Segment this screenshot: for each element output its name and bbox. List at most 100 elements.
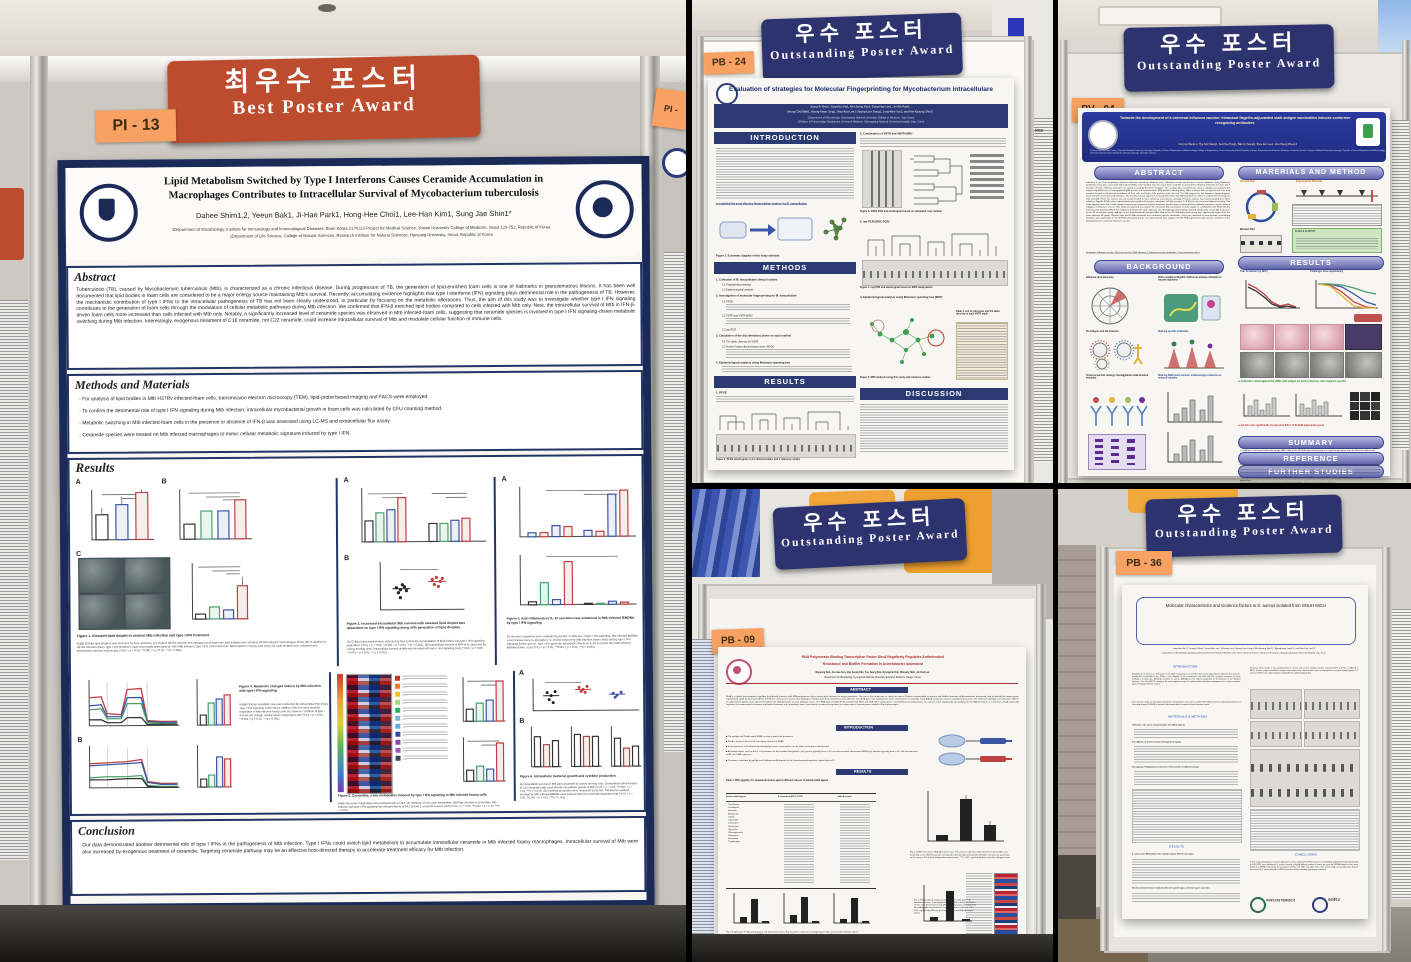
pb24-method-2: 2. Investigation of molecular fingerprin…: [716, 294, 797, 298]
pb24-affil-1: 1Department of Microbiology, Gyeongsang …: [807, 116, 915, 119]
pb09-heatmap-gene-labels: [966, 873, 992, 937]
fig1A-bar-chart: [91, 489, 155, 541]
pb24-fig3-dendrogram: [910, 154, 1004, 205]
fig2-caption: Figure 2. Increased intracellular Mtb su…: [346, 621, 466, 630]
logo-glyph: [1363, 124, 1373, 138]
results-divider-2: [493, 477, 497, 666]
frame-pole-left: [1060, 40, 1068, 483]
pv04-results-header: RESULTS: [1238, 256, 1384, 270]
award-sign-korean: 우수 포스터: [1159, 29, 1298, 58]
pb36-conclusion-heading: CONCLUSION: [1295, 853, 1317, 857]
pb09-introduction-label: INTRODUCTION: [844, 725, 874, 730]
abstract-body: Tuberculosis (TB), caused by Mycobacteri…: [76, 283, 636, 325]
pb24-method-text-2: [726, 318, 850, 326]
heatmap-legend: [394, 675, 448, 791]
pb36-results-lead: S. aureus from MICU patient has multiple…: [1132, 853, 1195, 856]
poster-code-label: PB - 09: [720, 634, 756, 647]
pv04-elisa-label: ELISA & ELISPOT: [1295, 230, 1316, 233]
pb24-discussion-header: DISCUSSION: [860, 388, 1008, 400]
pb09-title-1: RNA Polymerase-Binding Transcription Fac…: [801, 655, 945, 660]
pv04-schedule-timeline: [1296, 190, 1378, 202]
fig2B-scatter-chart: [379, 561, 465, 611]
pb36-mm-text-3: [1134, 771, 1238, 785]
pb24-vntr-gel: [862, 150, 902, 208]
gel-lane-3: [1127, 439, 1135, 465]
bottom-right-photo-pb36: 우수 포스터 Outstanding Poster Award PB - 36 …: [1058, 489, 1411, 962]
tem-image-control: [78, 557, 125, 594]
results-section: Results A B: [67, 453, 646, 817]
pv04-title-banner: Towards the development of a universal i…: [1082, 112, 1386, 162]
pv04-mm-header: MARERIALS AND METHOD: [1238, 166, 1384, 180]
pv04-em-2: [1275, 352, 1309, 378]
neighbor-poster-fragment-left: [692, 639, 714, 939]
pb09-abstract-bar: ABSTRACT: [836, 687, 908, 693]
abstract-heading: Abstract: [74, 269, 116, 284]
pv04-further-label: FURTHER STUDIES: [1268, 467, 1353, 476]
pb09-table1-caption: Table 1. MICs (μg/ml) of A. baumannii st…: [726, 779, 829, 782]
neighbor-poster-text-fragment: [664, 252, 684, 752]
methods-item-2: - To confirm the detrimental role of typ…: [79, 405, 443, 414]
pb09-affil: Department of Microbiology, Kyungpook Na…: [824, 676, 921, 679]
pv04-abstract-body: Influenza is an acute respiratory infect…: [1086, 181, 1231, 222]
pb24-fig4-caption: Figure 4. rep-PCR and dendrogram based o…: [860, 286, 933, 289]
pb24-method-2-1: 2.1 PFGE: [722, 300, 733, 303]
pb36-mm-text-2: [1134, 746, 1238, 764]
fig4A-ocr-line-chart: [88, 679, 180, 727]
fig4-notes: (A)(B) Cellular metabolic rates were det…: [239, 702, 329, 721]
fig2A-grouped-bar-chart: [361, 487, 487, 543]
pb36-results-text: [1132, 859, 1240, 885]
pb24-fig4-dendrogram: [867, 233, 997, 256]
pb24-res2-heading: 2. Combination of VNTR and VNTR-MIRU: [860, 132, 913, 136]
best-poster-award-sign: 최우수 포스터 Best Poster Award: [167, 54, 481, 144]
poster-code-label: PB - 24: [711, 56, 747, 69]
results-divider-3: [328, 672, 332, 803]
pb36-authors: Jong-Hun Ha1,2, Jeong-Ih Shin1, Young-Bi…: [1172, 647, 1317, 650]
fig4-caption: Figure 4. Metabolic changes induce by Mt…: [239, 684, 322, 693]
pb24-res4-heading: 3. Epidemiological analysis using Minimu…: [860, 296, 943, 299]
pv04-stalk-ab-label: Stalk Ag-specific antibodies: [1158, 330, 1189, 333]
outstanding-poster-award-sign: 우수 포스터 Outstanding Poster Award: [1145, 494, 1343, 558]
pv04-elispot-wells: [1350, 392, 1380, 420]
pb09-results-label: RESULTS: [854, 769, 872, 774]
pb09-authors: Nayeong Kim, Joo Hee Son, Hyo Jeong Kim,…: [815, 671, 930, 674]
pb36-conclusion-body: In this study, genotyping and toxins typ…: [1250, 861, 1359, 871]
agent-6: Cefotaxime: [728, 818, 739, 822]
pb09-fig4-rnaseq-heatmap: [994, 873, 1018, 939]
pv04-em-1: [1240, 352, 1274, 378]
pv04-western-blot: [1240, 235, 1282, 253]
pb24-method-3-2: 3.2 Hunter-Gaston discriminatory index (…: [722, 345, 774, 348]
pb36-results-lead2: Genetic characterization intactively det…: [1132, 887, 1211, 890]
gel-lane-2: [1111, 439, 1119, 465]
pb36-affil: 1Department of Microbiology, Gyeongsang …: [1162, 652, 1326, 655]
pb09-intro-bullet-5: ■ Promoters controlled by ppGpp and DksA…: [726, 759, 836, 762]
fig6B-cytokine-bar-charts: [530, 726, 642, 768]
methods-item-1: - For analysis of lipid bodies in Mtb H3…: [79, 393, 429, 402]
methods-section: Methods and Materials - For analysis of …: [66, 369, 644, 455]
pv04-background-label: BACKGROUND: [1126, 262, 1192, 271]
pv04-titer-label: Titer formation (by SEC): [1240, 270, 1268, 273]
pb09-intro-bullet-1: ■ The ppGpp and DksA control RNAP activi…: [726, 735, 794, 738]
pb24-title: Evaluation of strategies for Molecular F…: [728, 86, 994, 93]
pb24-introduction-header: INTRODUCTION: [714, 132, 856, 144]
pv04-red-callout: ➤ IgA titer was significantly increased …: [1238, 424, 1325, 427]
floor-shadow: [692, 934, 1053, 962]
tem-image-h37rv: [78, 593, 125, 630]
pv04-authors: Yong Jun Bang1,2, Hye Suk Hwang1, Seol H…: [1178, 143, 1298, 146]
poster-code-tag: PB - 36: [1116, 551, 1172, 575]
pv04-reference-label: REFERENCE: [1283, 454, 1339, 463]
pb09-table-header-3: ΔdksA mutant: [838, 795, 852, 798]
poster-inner: Lipid Metabolism Switched by Type I Inte…: [65, 163, 647, 904]
tem-image-ifnb: [124, 557, 171, 594]
bottom-middle-photo-pb09: 우수 포스터 Outstanding Poster Award PB - 09 …: [692, 489, 1053, 962]
pb09-fig1-caption: Fig. 1. Biofilm formation of ΔdksA mutan…: [910, 851, 1011, 859]
pv04-protein-gel: [1088, 434, 1146, 470]
fig5-notes: (A)(B) Non-polar metabolites were analyz…: [337, 801, 500, 812]
award-sign-english: Outstanding Poster Award: [1136, 55, 1322, 73]
pb09-poster: RNA Polymerase-Binding Transcription Fac…: [718, 647, 1026, 945]
pv04-elisa-box: ELISA & ELISPOT: [1292, 228, 1382, 253]
poster-authors: Dahee Shim1,2, Yeeun Bak1, Ji-Hae Park1,…: [195, 208, 512, 221]
pb36-result-table: [1250, 809, 1360, 851]
chonnam-emblem: [1088, 120, 1118, 150]
gnu-logo-icon: [1312, 897, 1328, 913]
